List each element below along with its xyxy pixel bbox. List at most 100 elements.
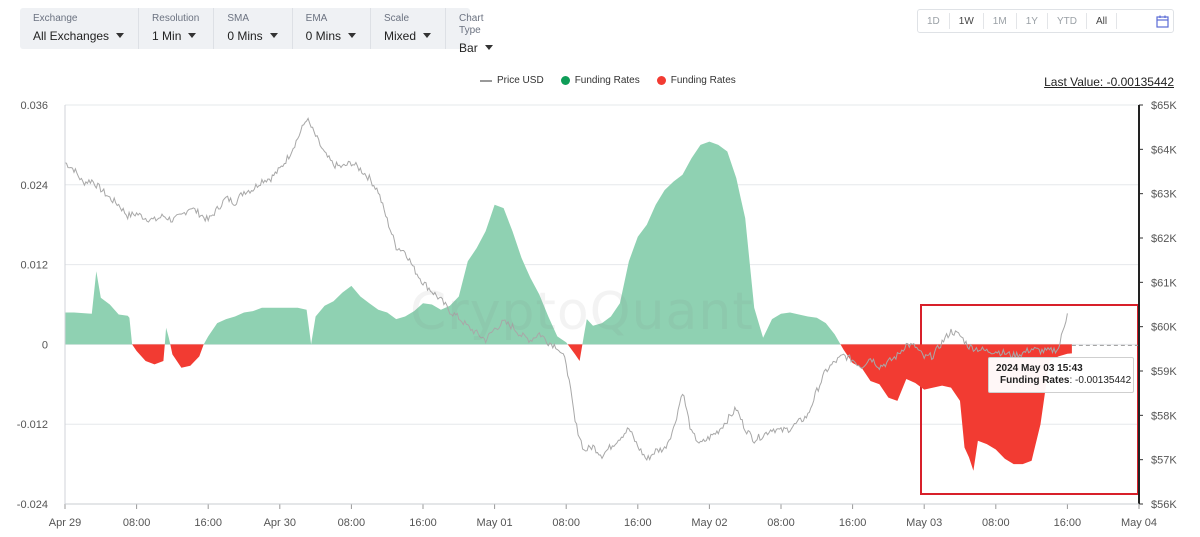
divider xyxy=(1015,13,1017,29)
x-tick-label: May 04 xyxy=(1121,517,1157,529)
resolution-value-text: 1 Min xyxy=(152,29,182,43)
y-left-tick-label: 0.012 xyxy=(20,260,48,272)
legend-funding-positive-label: Funding Rates xyxy=(574,75,640,86)
y-right-tick-label: $59K xyxy=(1151,366,1177,378)
y-right-tick-label: $61K xyxy=(1151,277,1177,289)
x-tick-label: May 02 xyxy=(691,517,727,529)
y-right-tick-label: $65K xyxy=(1151,100,1177,112)
sma-value[interactable]: 0 Mins xyxy=(227,27,278,45)
price-usd-line xyxy=(64,117,1068,461)
exchange-value-text: All Exchanges xyxy=(33,29,110,43)
last-value-readout: Last Value: -0.00135442 xyxy=(1044,75,1174,89)
chart-tick-labels: 0.036 0.024 0.012 0 -0.012 -0.024 $65K $64K $63K… xyxy=(17,100,1178,529)
chart-axes xyxy=(64,104,1143,509)
x-tick-label: 16:00 xyxy=(1054,517,1082,529)
legend-negative-swatch xyxy=(656,76,666,85)
legend-item-funding-negative[interactable]: Funding Rates xyxy=(656,75,736,86)
x-tick-label: Apr 30 xyxy=(264,517,296,529)
legend-price-label: Price USD xyxy=(497,75,544,86)
sma-label: SMA xyxy=(227,13,249,24)
sma-value-text: 0 Mins xyxy=(227,29,263,43)
chart-type-select[interactable]: Chart Type Bar xyxy=(446,8,507,55)
x-tick-label: 16:00 xyxy=(194,517,222,529)
y-right-tick-label: $60K xyxy=(1151,322,1177,334)
resolution-label: Resolution xyxy=(152,13,200,24)
chart-type-value[interactable]: Bar xyxy=(459,39,493,57)
scale-value-text: Mixed xyxy=(384,29,417,43)
caret-down-icon xyxy=(116,33,125,38)
ema-value[interactable]: 0 Mins xyxy=(306,27,356,45)
y-left-tick-label: 0.024 xyxy=(20,180,48,192)
x-tick-label: 08:00 xyxy=(123,517,151,529)
ema-label: EMA xyxy=(305,13,328,24)
range-1d-button[interactable]: 1D xyxy=(927,15,940,27)
divider xyxy=(948,13,950,29)
caret-down-icon xyxy=(348,33,356,38)
scale-label: Scale xyxy=(384,13,410,24)
caret-down-icon xyxy=(423,33,432,38)
price-line-layer xyxy=(64,117,1139,461)
funding-rate-areas xyxy=(65,141,1072,471)
x-tick-label: 08:00 xyxy=(767,517,795,529)
funding-rate-negative-area xyxy=(65,344,1072,471)
chart-legend: Price USD Funding Rates Funding Rates xyxy=(480,75,753,86)
legend-item-funding-positive[interactable]: Funding Rates xyxy=(560,75,640,86)
y-right-tick-label: $57K xyxy=(1151,455,1177,467)
x-tick-label: 08:00 xyxy=(552,517,580,529)
tooltip-series-row: Funding Rates : -0.00135442 xyxy=(996,375,1131,387)
y-left-tick-label: 0.036 xyxy=(20,100,48,112)
tooltip-date: 2024 May 03 15:43 xyxy=(996,363,1126,375)
x-tick-label: 16:00 xyxy=(839,517,867,529)
ema-value-text: 0 Mins xyxy=(305,29,341,43)
legend-item-price[interactable]: Price USD xyxy=(480,75,544,86)
x-tick-label: 08:00 xyxy=(338,517,366,529)
y-right-tick-label: $64K xyxy=(1151,144,1177,156)
resolution-select[interactable]: Resolution 1 Min xyxy=(139,8,215,49)
calendar-icon-glyph xyxy=(1155,15,1169,28)
exchange-value[interactable]: All Exchanges xyxy=(33,27,125,45)
tooltip-series-value: : -0.00135442 xyxy=(1069,375,1132,386)
time-range-selector: 1D 1W 1M 1Y YTD All xyxy=(917,9,1174,33)
calendar-icon[interactable] xyxy=(1151,10,1173,32)
divider xyxy=(1046,13,1048,29)
y-left-tick-label: -0.012 xyxy=(17,419,48,431)
tooltip-date-text: 2024 May 03 15:43 xyxy=(996,363,1083,374)
x-tick-label: May 03 xyxy=(906,517,942,529)
x-tick-label: Apr 29 xyxy=(49,517,81,529)
resolution-value[interactable]: 1 Min xyxy=(152,27,199,45)
watermark: CryptoQuant xyxy=(410,282,754,342)
x-tick-label: 08:00 xyxy=(982,517,1010,529)
y-right-tick-label: $62K xyxy=(1151,233,1177,245)
range-1w-button[interactable]: 1W xyxy=(958,15,974,27)
x-tick-label: May 01 xyxy=(477,517,513,529)
chart-type-label: Chart Type xyxy=(459,13,484,36)
ema-select[interactable]: EMA 0 Mins xyxy=(293,8,371,49)
scale-select[interactable]: Scale Mixed xyxy=(371,8,447,49)
y-right-tick-label: $63K xyxy=(1151,189,1177,201)
y-right-tick-label: $56K xyxy=(1151,499,1177,511)
y-right-tick-label: $58K xyxy=(1151,410,1177,422)
range-all-button[interactable]: All xyxy=(1095,15,1108,27)
caret-down-icon xyxy=(188,33,197,38)
range-ytd-button[interactable]: YTD xyxy=(1056,15,1077,27)
tooltip-series-label: Funding Rates xyxy=(1000,375,1070,386)
x-tick-label: 16:00 xyxy=(409,517,437,529)
legend-positive-swatch xyxy=(560,76,570,85)
scale-value[interactable]: Mixed xyxy=(384,27,432,45)
x-tick-label: 16:00 xyxy=(624,517,652,529)
exchange-select[interactable]: Exchange All Exchanges xyxy=(20,8,140,49)
chart-tooltip: 2024 May 03 15:43 Funding Rates : -0.001… xyxy=(988,357,1134,393)
range-1y-button[interactable]: 1Y xyxy=(1025,15,1038,27)
caret-down-icon xyxy=(269,33,278,38)
divider xyxy=(1085,13,1087,29)
legend-price-swatch xyxy=(480,79,492,82)
chart-toolbar: Exchange All Exchanges Resolution 1 Min … xyxy=(20,8,493,55)
legend-funding-negative-label: Funding Rates xyxy=(670,75,736,86)
y-left-tick-label: 0 xyxy=(42,339,48,351)
range-1m-button[interactable]: 1M xyxy=(992,15,1007,27)
sma-select[interactable]: SMA 0 Mins xyxy=(214,8,293,49)
y-left-tick-label: -0.024 xyxy=(17,499,48,511)
exchange-label: Exchange xyxy=(33,13,78,24)
divider xyxy=(1116,13,1118,29)
